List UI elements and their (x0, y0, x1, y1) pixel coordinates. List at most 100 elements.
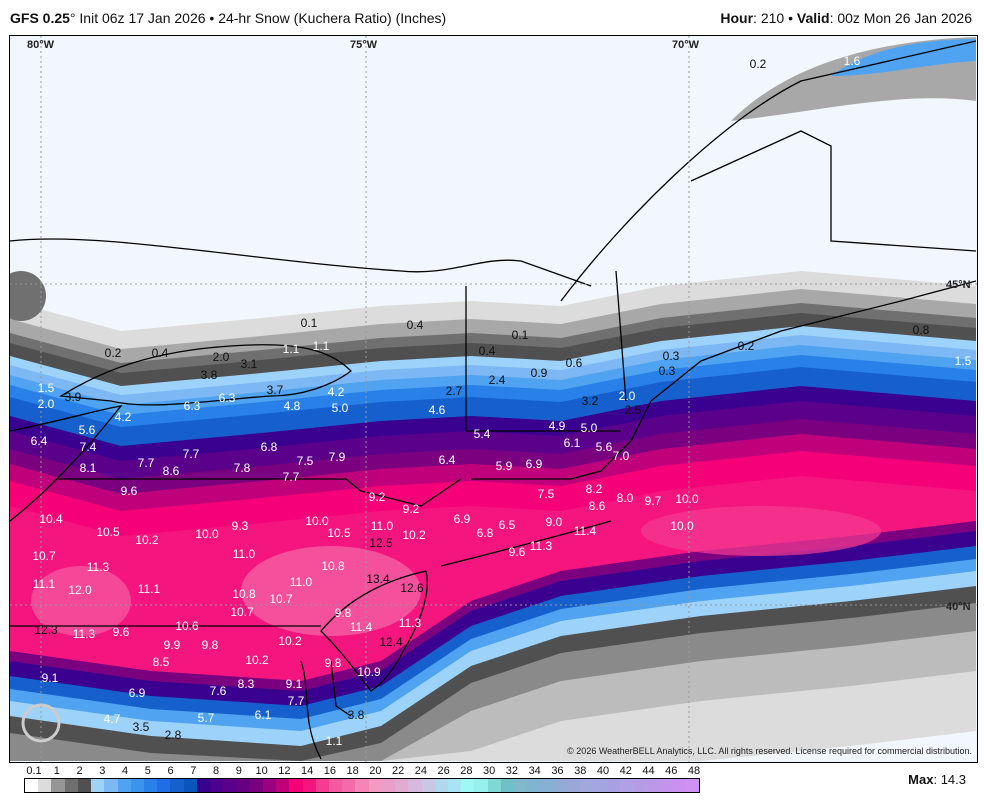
colorbar-tick-label: 36 (551, 765, 564, 777)
colorbar-bin (104, 779, 118, 792)
snow-total-label: 9.0 (546, 515, 563, 529)
colorbar-bin (646, 779, 660, 792)
snow-total-label: 0.3 (663, 349, 680, 363)
heavy-snow-core (241, 546, 421, 636)
snow-total-label: 0.4 (407, 318, 424, 332)
colorbar-bin (553, 779, 567, 792)
snow-shading (10, 37, 976, 761)
border-vt-nh (465, 286, 621, 432)
snow-total-label: 0.1 (512, 328, 529, 342)
snow-total-label: 8.2 (586, 482, 603, 496)
colorbar-bin (249, 779, 263, 792)
colorbar-bin (381, 779, 396, 792)
snow-total-label: 5.6 (596, 440, 613, 454)
colorbar-tick-label: 12 (278, 765, 291, 777)
colorbar-tick-label: 10 (255, 765, 268, 777)
colorbar-bin (196, 779, 211, 792)
colorbar-bin (38, 779, 52, 792)
snow-total-label: 10.2 (278, 634, 302, 648)
snow-total-label: 3.8 (201, 368, 218, 382)
lon-label-70w: 70°W (672, 39, 700, 51)
colorbar-tick-label: 44 (642, 765, 655, 777)
snow-total-label: 6.9 (526, 457, 543, 471)
colorbar-bin (130, 779, 144, 792)
logo-swirl (21, 703, 61, 743)
colorbar-bin (448, 779, 462, 792)
snow-total-label: 10.2 (135, 533, 159, 547)
snow-total-label: 11.3 (399, 616, 422, 630)
snow-total-label: 0.6 (566, 356, 583, 370)
snow-total-label: 2.5 (625, 403, 642, 417)
colorbar-bin (51, 779, 65, 792)
colorbar-bin (408, 779, 422, 792)
snow-total-label: 9.3 (232, 519, 249, 533)
snow-total-label: 5.9 (496, 459, 513, 473)
snow-total-label: 9.2 (403, 502, 420, 516)
snow-total-label: 4.6 (429, 403, 446, 417)
snow-total-label: 6.3 (219, 391, 236, 405)
snow-total-label: 7.7 (138, 456, 155, 470)
colorbar-bin (659, 779, 673, 792)
snow-band-south-8 (10, 671, 976, 761)
snow-total-label: 8.6 (589, 499, 606, 513)
snow-total-label: 11.3 (87, 560, 110, 574)
colorbar (24, 778, 700, 793)
colorbar-bin (355, 779, 369, 792)
snow-total-label: 7.5 (538, 487, 555, 501)
colorbar-bin (540, 779, 554, 792)
border-pa-ny (56, 478, 462, 507)
coastline-lake-erie (10, 405, 123, 522)
colorbar-bin (593, 779, 607, 792)
snow-total-label: 6.1 (564, 436, 581, 450)
colorbar-tick-label: 22 (392, 765, 405, 777)
colorbar-bin (64, 779, 78, 792)
snow-total-label: 1.1 (313, 339, 330, 353)
colorbar-bin (262, 779, 277, 792)
colorbar-bin (633, 779, 647, 792)
colorbar-bin (223, 779, 237, 792)
colorbar-bin (157, 779, 171, 792)
snow-total-label: 4.7 (104, 712, 121, 726)
colorbar-tick-label: 14 (300, 765, 314, 777)
coastline-long-island (440, 520, 612, 567)
snowfall-map: 80°W 75°W 70°W 45°N 40°N 0.2 1.6 0.1 0.4 0.1… (9, 35, 978, 763)
snow-total-label: 7.0 (613, 449, 630, 463)
valid-time: Hour: 210 • Valid: 00z Mon 26 Jan 2026 (720, 10, 972, 26)
colorbar-tick-label: 3 (99, 765, 106, 777)
snow-total-label: 7.7 (288, 694, 305, 708)
colorbar-tick-label: 26 (437, 765, 450, 777)
colorbar-tick-label: 9 (235, 765, 242, 777)
colorbar-tick-label: 24 (414, 765, 428, 777)
snow-total-label: 1.1 (326, 734, 343, 748)
snow-total-label: 6.9 (454, 512, 471, 526)
snow-total-label: 1.5 (38, 381, 55, 395)
snow-total-label: 7.7 (283, 470, 300, 484)
colorbar-tick-label: 0.1 (26, 765, 42, 777)
snow-total-label: 3.1 (241, 357, 258, 371)
colorbar-tick-label: 5 (144, 765, 151, 777)
coastline-lake-ontario (59, 344, 352, 406)
colorbar-tick-label: 16 (323, 765, 336, 777)
snow-total-label: 5.7 (198, 711, 215, 725)
colorbar-bin (461, 779, 475, 792)
colorbar-bin (143, 779, 158, 792)
colorbar-tick-label: 8 (213, 765, 220, 777)
colorbar-bin (302, 779, 316, 792)
snow-total-label: 10.2 (245, 653, 269, 667)
colorbar-bin (289, 779, 303, 792)
colorbar-bin (672, 779, 686, 792)
snow-total-label: 2.0 (619, 389, 636, 403)
snow-total-label: 8.1 (80, 461, 97, 475)
snow-total-label: 9.7 (645, 494, 662, 508)
colorbar-bin (91, 779, 105, 792)
snow-total-label: 9.1 (42, 671, 59, 685)
heavy-snow-core-west (31, 566, 131, 636)
colorbar-bin (315, 779, 330, 792)
snow-band-south-9 (10, 731, 976, 761)
hour-value: : 210 • (753, 10, 797, 26)
snow-total-label: 7.9 (329, 450, 346, 464)
snow-total-label: 10.8 (232, 587, 256, 601)
colorbar-bin (368, 779, 382, 792)
graticule (10, 36, 977, 762)
colorbar-bin (606, 779, 620, 792)
